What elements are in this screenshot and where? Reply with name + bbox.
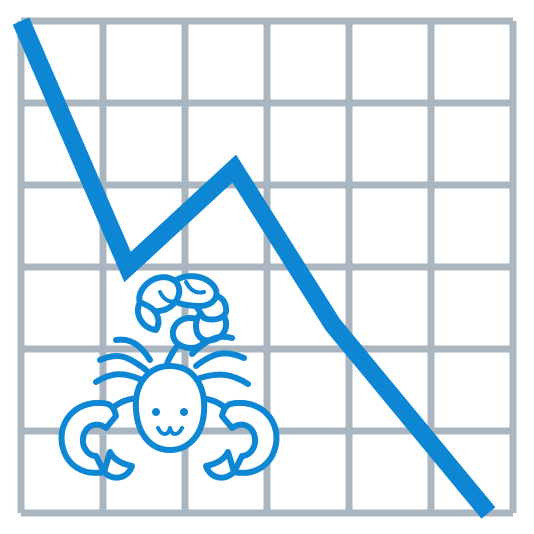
trend-line (12, 17, 496, 519)
scorpion-leg (113, 336, 153, 363)
chart-series (12, 17, 496, 519)
scorpion-right-pincer (203, 449, 237, 481)
scorpion-left-eye (152, 408, 160, 416)
scorpion-tail-segment-inner (158, 290, 180, 304)
scorpion-icon (58, 273, 280, 481)
scorpion-right-claw (219, 399, 280, 476)
scorpion-leg (197, 371, 251, 387)
scorpion-leg (193, 350, 247, 369)
scorpion-mouth (156, 426, 184, 436)
scorpion-leg (93, 371, 145, 385)
scorpion-right-eye (180, 408, 188, 416)
scorpion-body (132, 363, 208, 453)
scorpion-leg (97, 352, 149, 373)
scorpion-leg (189, 333, 235, 357)
scorpion-left-pincer (101, 449, 135, 481)
scorpion-left-claw (58, 399, 119, 476)
scorpion-tail-segment-inner (184, 280, 206, 295)
scorpion-stinger (135, 299, 162, 333)
